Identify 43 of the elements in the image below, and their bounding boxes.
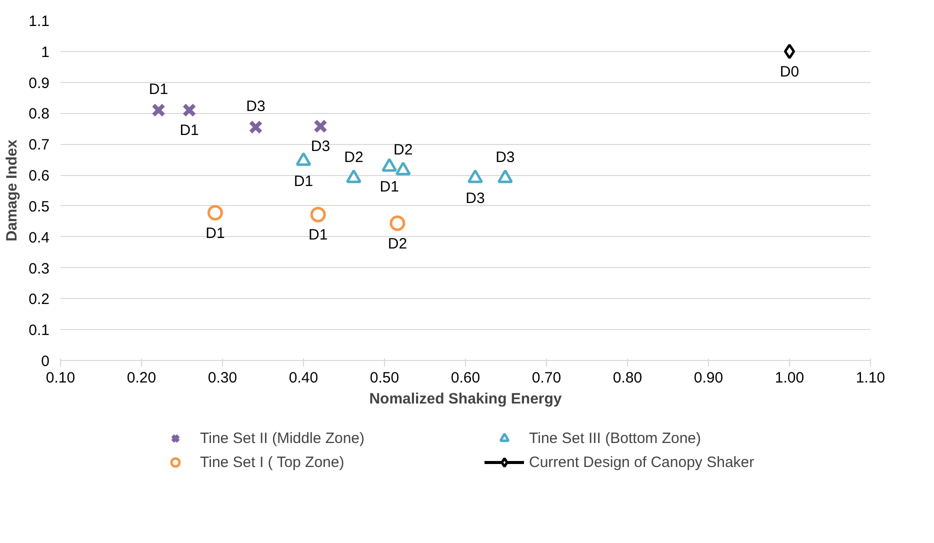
x-tick-label: 0.90 (694, 370, 724, 386)
legend-label: Tine Set II (Middle Zone) (200, 430, 366, 446)
x-axis-title: Nomalized Shaking Energy (369, 390, 562, 408)
data-label: D1 (308, 226, 328, 244)
y-tick-label: 0.7 (28, 136, 50, 154)
x-tick-label: 0.80 (612, 370, 642, 386)
data-label: D1 (180, 122, 199, 140)
y-tick-label: 0.2 (28, 291, 50, 308)
data-label: D2 (394, 141, 413, 158)
y-tick-label: 0.3 (28, 260, 50, 278)
y-tick-label: 0.9 (28, 74, 50, 92)
legend-label: Current Design of Canopy Shaker (529, 454, 756, 470)
data-label: D2 (388, 235, 408, 252)
data-label: D1 (148, 81, 168, 98)
data-label: D2 (344, 149, 364, 166)
x-tick-label: 0.70 (532, 370, 562, 386)
data-label: D3 (496, 149, 515, 166)
data-label: D1 (380, 178, 399, 196)
y-tick-label: 1.1 (28, 13, 50, 30)
y-axis-title: Damage Index (4, 138, 21, 242)
data-label: D1 (294, 172, 314, 190)
y-tick-label: 0.1 (28, 322, 50, 340)
x-tick-label: 0.60 (450, 370, 480, 386)
y-tick-label: 1 (41, 44, 50, 61)
data-label: D3 (246, 98, 266, 116)
x-tick-label: 0.20 (126, 370, 156, 386)
y-tick-label: 0.6 (28, 168, 50, 185)
x-tick-label: 1.10 (856, 370, 886, 386)
x-tick-label: 0.30 (208, 370, 238, 386)
data-label: D3 (466, 190, 485, 208)
x-tick-label: 0.10 (46, 370, 76, 386)
data-label: D3 (310, 138, 330, 156)
y-tick-label: 0.4 (28, 229, 50, 246)
x-tick-label: 0.50 (370, 370, 400, 386)
data-label: D0 (780, 63, 800, 80)
x-tick-label: 0.40 (288, 370, 318, 386)
legend-label: Tine Set III (Bottom Zone) (529, 430, 702, 446)
data-label: D1 (206, 224, 225, 242)
legend-label: Tine Set I ( Top Zone) (200, 454, 346, 470)
x-tick-label: 1.00 (774, 370, 804, 386)
y-tick-label: 0 (41, 353, 50, 370)
y-tick-label: 0.8 (28, 106, 50, 123)
y-tick-label: 0.5 (28, 198, 50, 216)
